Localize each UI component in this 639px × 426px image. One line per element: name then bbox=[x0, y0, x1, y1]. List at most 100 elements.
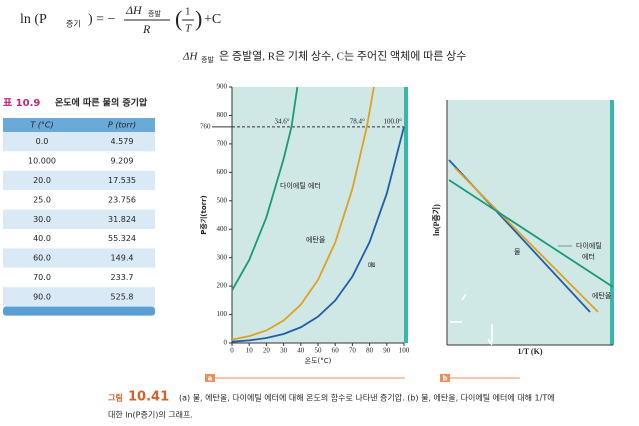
axis-break bbox=[450, 293, 493, 346]
table-cell: 10.000 bbox=[28, 157, 56, 166]
formula-den: R bbox=[142, 22, 151, 36]
y-tick-label: 300 bbox=[217, 253, 228, 261]
table-row bbox=[3, 248, 155, 268]
table-row bbox=[3, 190, 155, 210]
panel-tag bbox=[440, 374, 450, 382]
edge-bar bbox=[610, 100, 614, 345]
paren: ( bbox=[175, 6, 182, 31]
series-label: 에탄올 bbox=[306, 235, 326, 244]
annotation: 78.4° bbox=[350, 117, 365, 125]
label-ethanol: 에탄올 bbox=[592, 291, 612, 300]
x-tick-label: 0 bbox=[230, 347, 234, 355]
note-dh-sub: 증발 bbox=[201, 55, 214, 64]
table-cell: 233.7 bbox=[111, 273, 134, 282]
y-tick-label: 100 bbox=[217, 310, 228, 318]
table-header bbox=[3, 118, 155, 132]
x-tick-label: 80 bbox=[366, 347, 374, 355]
formula-num-sub: 증발 bbox=[148, 9, 161, 18]
table-row bbox=[3, 151, 155, 171]
line-ether bbox=[448, 179, 614, 288]
y-tick-label: 700 bbox=[217, 139, 228, 147]
x-tick-label: 10 bbox=[246, 347, 254, 355]
y-axis-label: ln(P증기) bbox=[431, 204, 441, 236]
table-row bbox=[3, 132, 155, 152]
formula-lhs-sub: 증기 bbox=[66, 20, 81, 29]
x-tick-label: 20 bbox=[263, 347, 271, 355]
table-row bbox=[3, 170, 155, 191]
y-tick-label: 500 bbox=[217, 196, 228, 204]
y-tick-label: 600 bbox=[217, 168, 228, 176]
plot-background bbox=[232, 87, 404, 343]
table-cell: 17.535 bbox=[108, 176, 136, 185]
x-tick-label: 30 bbox=[280, 347, 288, 355]
table-cell: 4.579 bbox=[111, 137, 134, 146]
plot-background bbox=[447, 100, 613, 345]
table-row bbox=[3, 267, 155, 288]
x-tick-label: 50 bbox=[315, 347, 323, 355]
line-ethanol bbox=[454, 167, 599, 313]
label-ether: 에터 bbox=[582, 252, 595, 261]
series-line bbox=[231, 86, 299, 291]
note-text: 은 증발열, R은 기체 상수, C는 주어진 액체에 따른 상수 bbox=[219, 50, 466, 63]
table-cell: 60.0 bbox=[33, 254, 51, 263]
table-row bbox=[3, 209, 155, 229]
series-label: 다이에틸 에터 bbox=[280, 181, 321, 190]
y-tick-label: 800 bbox=[217, 111, 228, 119]
x-tick-label: 100 bbox=[399, 347, 410, 355]
x-tick-label: 90 bbox=[383, 347, 391, 355]
series-label: 물 bbox=[368, 261, 376, 268]
y-axis-label: P증기(torr) bbox=[199, 195, 208, 234]
table-cell: 149.4 bbox=[111, 254, 134, 263]
x-tick-label: 70 bbox=[349, 347, 357, 355]
formula-frac-num: 1 bbox=[185, 6, 191, 18]
y-tick-label: 200 bbox=[217, 282, 228, 290]
caption-word: 그림 bbox=[108, 393, 123, 403]
table-row bbox=[3, 229, 155, 249]
table-cell: 0.0 bbox=[36, 137, 49, 146]
annotation: 100.0° bbox=[383, 117, 402, 125]
paren: ) bbox=[195, 6, 202, 31]
x-axis-label: 1/T (K) bbox=[518, 347, 543, 356]
y-tick-label: 900 bbox=[217, 83, 228, 91]
x-axis-label: 온도(°C) bbox=[305, 357, 332, 365]
table-number: 표 10.9 bbox=[3, 97, 40, 109]
formula-eq: ) = − bbox=[88, 12, 116, 27]
table-cell: 23.756 bbox=[108, 195, 136, 204]
table-footer bbox=[3, 306, 155, 316]
table-cell: 90.0 bbox=[33, 292, 51, 301]
table-cell: 525.8 bbox=[111, 292, 134, 301]
formula-num: ΔH bbox=[125, 3, 143, 17]
table-cell: 40.0 bbox=[33, 234, 51, 243]
y-tick-label: 0 bbox=[224, 339, 228, 347]
table-cell: 55.324 bbox=[108, 234, 136, 243]
formula-frac-den: T bbox=[185, 23, 192, 35]
y-tick-label: 400 bbox=[217, 225, 228, 233]
caption-line: 대한 ln(P증기)의 그래프. bbox=[108, 410, 193, 420]
caption-number: 10.41 bbox=[128, 390, 169, 405]
table-cell: 31.824 bbox=[108, 215, 136, 224]
note-dh: ΔH bbox=[182, 51, 198, 63]
panel-label: a bbox=[208, 375, 213, 383]
table-header-cell: P (torr) bbox=[108, 121, 136, 130]
table-cell: 9.209 bbox=[111, 157, 134, 166]
formula-tail: +C bbox=[204, 12, 221, 27]
reference-label: 760 bbox=[200, 122, 211, 130]
table-cell: 30.0 bbox=[33, 215, 51, 224]
table-row bbox=[3, 287, 155, 307]
edge-bar bbox=[404, 87, 408, 343]
label-ether: 다이에틸 bbox=[576, 241, 602, 250]
series-line bbox=[231, 126, 405, 343]
table-header-cell: T (°C) bbox=[30, 121, 53, 130]
x-tick-label: 60 bbox=[332, 347, 340, 355]
x-tick-label: 40 bbox=[297, 347, 305, 355]
panel-label: b bbox=[442, 375, 447, 383]
series-line bbox=[231, 86, 375, 341]
table-cell: 25.0 bbox=[33, 195, 51, 204]
caption-line: (a) 물, 에탄올, 다이에틸 에터에 대해 온도의 함수로 나타낸 증기압.… bbox=[179, 393, 555, 403]
table-cell: 70.0 bbox=[33, 273, 51, 282]
panel-tag bbox=[205, 374, 215, 382]
formula-lhs: ln (P bbox=[20, 12, 47, 27]
annotation: 34.6° bbox=[274, 117, 289, 125]
label-water: 물 bbox=[514, 248, 521, 256]
